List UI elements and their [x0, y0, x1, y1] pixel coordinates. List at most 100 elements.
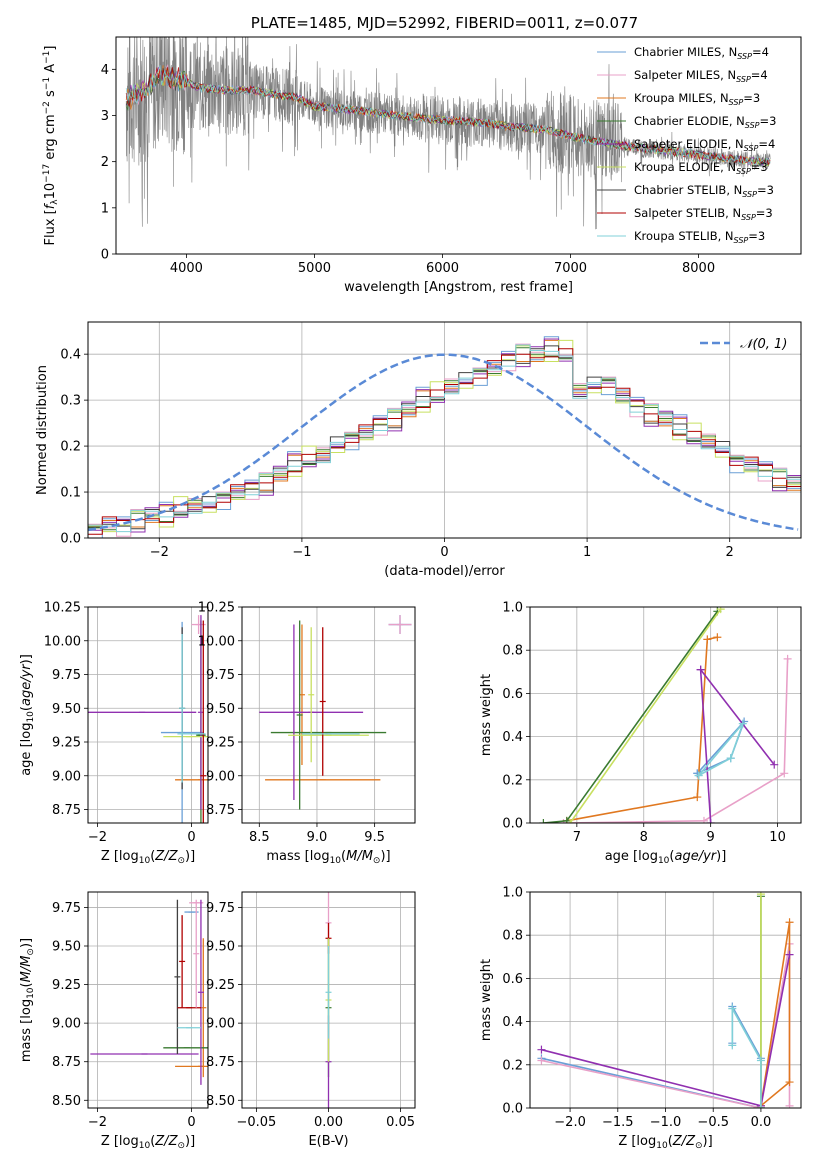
- histogram-series: [88, 345, 801, 530]
- y-tick-label: 9.25: [52, 978, 81, 993]
- legend-entry: Salpeter ELODIE, NSSP=4: [634, 137, 775, 153]
- y-tick-label: 0.4: [502, 1015, 523, 1030]
- y-tick-label: 8.75: [206, 803, 235, 818]
- series-line: [697, 723, 744, 777]
- x-tick-label: 0: [440, 545, 448, 560]
- series-line: [566, 636, 718, 822]
- y-axis-label: mass [log10(M/M⊙)]: [19, 938, 36, 1062]
- data-point: [783, 654, 792, 663]
- x-tick-label: 9.0: [307, 830, 328, 845]
- y-tick-label: 0.4: [60, 348, 81, 363]
- y-tick-label: 9.00: [206, 1017, 235, 1032]
- data-point: [694, 771, 703, 780]
- x-axis-label: Z [log10(Z/Z⊙)]: [101, 1134, 195, 1151]
- data-point: [785, 918, 794, 927]
- histogram-series: [88, 347, 801, 531]
- legend-entry: Chabrier MILES, NSSP=4: [634, 45, 769, 61]
- axes-frame: [87, 606, 209, 824]
- age-vs-Z-chart: −2 0 8.75 9.00 9.25 9.50 9.75 10.00 10.25 Z [log1…: [19, 601, 209, 866]
- y-tick-label: 1.0: [502, 886, 523, 901]
- mass-vs-Z-chart: −2 0 8.50 8.75 9.00 9.25 9.50 9.75 Z [log10(Z/Z⊙…: [19, 891, 209, 1151]
- mass-vs-EBV-plot-area: [325, 892, 332, 1108]
- y-tick-label: 9.75: [52, 668, 81, 683]
- data-point: [728, 1004, 737, 1013]
- x-axis-label: wavelength [Angstrom, rest frame]: [344, 280, 573, 295]
- x-tick-label: 9: [707, 830, 715, 845]
- x-tick-label: 8: [640, 830, 648, 845]
- y-tick-label: 0.0: [502, 1102, 523, 1117]
- y-tick-label: 8.75: [52, 1055, 81, 1070]
- x-tick-label: 0: [187, 1115, 195, 1130]
- x-tick-label: −2: [150, 545, 169, 560]
- axes-frame: [241, 606, 416, 824]
- y-tick-label: 0.0: [502, 817, 523, 832]
- x-tick-label: 0.05: [386, 1115, 415, 1130]
- x-tick-label: 4000: [170, 261, 203, 276]
- histogram-series: [88, 348, 801, 535]
- data-point: [713, 633, 722, 642]
- y-tick-label: 9.75: [206, 668, 235, 683]
- y-tick-label: 9.50: [206, 702, 235, 717]
- y-tick-label: 0.3: [60, 394, 81, 409]
- series-line: [731, 1008, 762, 1108]
- y-tick-label: 0.0: [60, 532, 81, 547]
- x-tick-label: 1: [583, 545, 591, 560]
- y-tick-label: 9.00: [52, 769, 81, 784]
- x-tick-label: −0.05: [236, 1115, 276, 1130]
- x-tick-label: 0.00: [314, 1115, 343, 1130]
- gaussian-curve: [88, 353, 799, 532]
- data-point: [726, 754, 735, 763]
- x-tick-label: −1.5: [602, 1115, 634, 1130]
- x-tick-label: 0: [187, 830, 195, 845]
- y-tick-label: 9.75: [52, 901, 81, 916]
- histogram-series: [88, 344, 801, 533]
- x-tick-label: 8.5: [249, 830, 270, 845]
- x-tick-label: 6000: [426, 261, 459, 276]
- y-tick-label: 3: [101, 109, 109, 124]
- x-axis-label: Z [log10(Z/Z⊙)]: [101, 849, 195, 866]
- legend-entry: Kroupa STELIB, NSSP=3: [634, 229, 765, 245]
- data-point: [706, 819, 715, 823]
- y-tick-label: 0.6: [502, 687, 523, 702]
- data-point: [716, 607, 725, 614]
- series-line: [699, 669, 712, 823]
- y-tick-label: 10.00: [44, 634, 81, 649]
- y-tick-label: 9.50: [52, 940, 81, 955]
- data-point: [703, 635, 712, 644]
- data-point: [693, 793, 702, 802]
- data-point: [785, 1101, 794, 1108]
- data-point: [770, 760, 779, 769]
- y-axis-label: Flux [fλ10−17 erg cm−2 s−1 A−1]: [42, 46, 60, 246]
- x-tick-label: 0.0: [751, 1115, 772, 1130]
- histogram-series: [88, 343, 801, 537]
- y-tick-label: 4: [101, 63, 109, 78]
- x-tick-label: −0.5: [697, 1115, 729, 1130]
- age-vs-mass-plot-area: [259, 615, 412, 810]
- mass-weight-vs-age-plot-area: [539, 607, 792, 823]
- model-spectrum-line: [125, 65, 771, 167]
- spectrum-chart: Chabrier MILES, NSSP=4 Salpeter MILES, NS…: [42, 14, 802, 295]
- data-point: [699, 816, 708, 823]
- y-tick-label: 10.00: [198, 634, 235, 649]
- y-tick-label: 0.2: [502, 773, 523, 788]
- legend-entry: Kroupa MILES, NSSP=3: [634, 91, 760, 107]
- mass-weight-vs-age-chart: 7 8 9 10 0.0 0.2 0.4 0.6 0.8 1.0 age [log10(age/yr…: [479, 601, 802, 866]
- y-tick-label: 10.25: [44, 601, 81, 616]
- y-tick-label: 1: [101, 201, 109, 216]
- y-tick-label: 8.50: [52, 1094, 81, 1109]
- age-vs-mass-chart: 8.5 9.0 9.5 8.75 9.00 9.25 9.50 9.75 10.00 10.25 m…: [198, 601, 416, 866]
- data-point: [566, 819, 575, 823]
- legend-entry: 𝒩(0, 1): [740, 337, 787, 352]
- mass-weight-vs-Z-plot-area: [537, 892, 794, 1108]
- x-tick-label: −2: [88, 1115, 107, 1130]
- y-tick-label: 9.50: [206, 940, 235, 955]
- series-line: [699, 669, 775, 766]
- data-point: [756, 1104, 765, 1108]
- axes-frame: [115, 36, 802, 255]
- legend-entry: Chabrier ELODIE, NSSP=3: [634, 114, 776, 130]
- y-tick-label: 8.75: [206, 1055, 235, 1070]
- data-point: [562, 816, 571, 823]
- y-axis-label: mass weight: [479, 959, 494, 1041]
- y-axis-label: Normed distribution: [35, 365, 50, 495]
